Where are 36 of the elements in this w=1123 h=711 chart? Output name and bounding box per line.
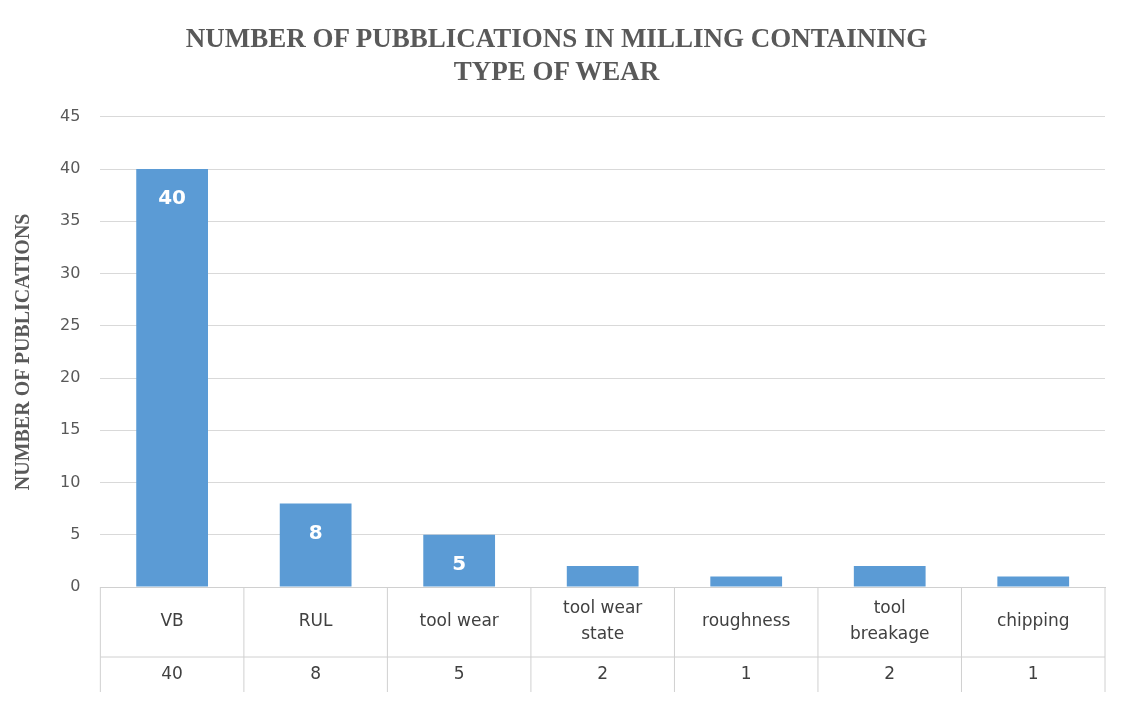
y-axis-title: NUMBER OF PUBLICATIONS <box>11 213 34 491</box>
y-tick-label: 0 <box>70 576 81 596</box>
x-tick-label: VB <box>160 610 184 631</box>
y-tick-label: 20 <box>60 367 81 387</box>
y-tick-label: 10 <box>60 471 81 491</box>
x-tick-label: tool wear state <box>562 597 643 644</box>
data-label: 8 <box>310 662 322 683</box>
bar <box>853 566 926 587</box>
bar <box>136 169 208 587</box>
x-tick-label: tool breakage <box>849 597 930 644</box>
y-tick-label: 5 <box>70 523 81 543</box>
y-tick-label: 25 <box>60 314 81 334</box>
data-label: 40 <box>161 662 183 683</box>
data-label: 1 <box>1027 662 1039 683</box>
bar <box>710 576 783 587</box>
y-tick-label: 35 <box>60 210 81 230</box>
data-label: 2 <box>597 662 609 683</box>
data-label: 5 <box>453 662 465 683</box>
text: 8 <box>308 519 323 544</box>
data-label: 1 <box>740 662 752 683</box>
data-label: 2 <box>884 662 896 683</box>
x-tick-label: RUL <box>298 610 334 631</box>
chart-title: NUMBER OF PUBBLICATIONS IN MILLING CONTAINING TYPE OF WEAR <box>185 23 928 86</box>
bar <box>997 576 1070 587</box>
text: 40 <box>158 185 187 210</box>
bar <box>423 534 496 587</box>
y-tick-label: 40 <box>60 158 81 178</box>
text: 5 <box>452 550 467 575</box>
y-tick-label: 30 <box>60 262 81 282</box>
bar <box>566 566 639 587</box>
y-tick-label: 45 <box>60 105 81 125</box>
x-tick-label: roughness <box>702 610 791 631</box>
x-tick-label: chipping <box>996 610 1070 631</box>
bar <box>279 503 352 587</box>
x-tick-label: tool wear <box>419 610 499 631</box>
y-tick-label: 15 <box>60 419 81 439</box>
